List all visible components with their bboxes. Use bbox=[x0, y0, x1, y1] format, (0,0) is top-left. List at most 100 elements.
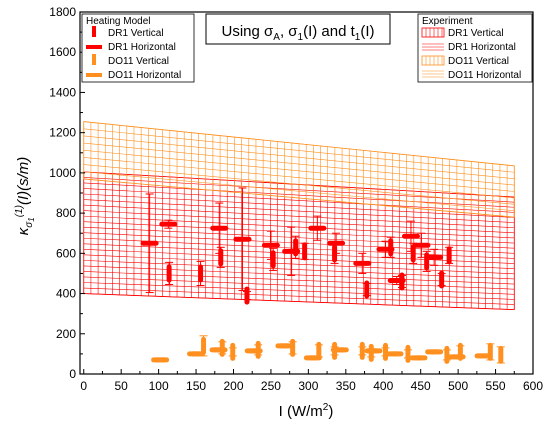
data-marker bbox=[410, 244, 416, 263]
y-axis: 0 200 400 600 800 1000 1200 1400 1600 1800 bbox=[49, 5, 85, 381]
legend-experiment-entry-1: DR1 Horizontal bbox=[448, 42, 516, 53]
legend-experiment-entry-3: DO11 Horizontal bbox=[448, 70, 521, 81]
x-tick-label: 100 bbox=[149, 379, 169, 393]
y-tick-label: 1400 bbox=[49, 85, 76, 99]
data-marker bbox=[387, 277, 406, 283]
data-marker bbox=[209, 347, 228, 353]
x-tick-label: 550 bbox=[486, 379, 506, 393]
data-marker bbox=[201, 336, 207, 355]
data-marker bbox=[282, 248, 301, 254]
experiment-band-line bbox=[83, 293, 515, 310]
experiment-band-line bbox=[83, 249, 515, 269]
data-marker bbox=[382, 342, 388, 361]
experiment-band-line bbox=[83, 221, 515, 244]
x-tick-label: 50 bbox=[115, 379, 129, 393]
y-tick-label: 800 bbox=[56, 206, 76, 220]
data-marker bbox=[439, 270, 445, 289]
data-marker bbox=[353, 260, 372, 266]
experiment-band-line bbox=[83, 193, 515, 218]
data-marker bbox=[159, 221, 178, 227]
data-marker bbox=[198, 264, 204, 283]
legend-swatch-exp-do11-horizontal bbox=[422, 70, 444, 78]
x-axis-label: I (W/m2) bbox=[279, 402, 334, 420]
data-marker bbox=[364, 280, 370, 299]
y-tick-label: 0 bbox=[69, 367, 76, 381]
data-marker bbox=[140, 240, 159, 246]
y-tick-label: 1800 bbox=[49, 5, 76, 19]
experiment-bands bbox=[83, 121, 515, 311]
experiment-band-line bbox=[83, 215, 515, 239]
experiment-band-line bbox=[83, 157, 515, 199]
data-marker bbox=[412, 242, 431, 248]
y-tick-label: 1600 bbox=[49, 45, 76, 59]
experiment-band-line bbox=[83, 204, 515, 229]
experiment-band-line bbox=[83, 199, 515, 223]
data-marker bbox=[303, 355, 322, 361]
experiment-band-line bbox=[83, 178, 515, 218]
data-marker bbox=[376, 246, 395, 252]
experiment-band-line bbox=[83, 243, 515, 264]
legend-swatch-exp-dr1-horizontal bbox=[422, 43, 444, 51]
model-markers bbox=[140, 187, 505, 364]
data-marker bbox=[474, 353, 493, 359]
data-marker bbox=[275, 343, 294, 349]
x-tick-label: 350 bbox=[336, 379, 356, 393]
data-marker bbox=[302, 242, 308, 261]
data-marker bbox=[316, 341, 322, 360]
data-marker bbox=[425, 254, 444, 260]
data-marker bbox=[446, 246, 452, 265]
y-tick-label: 200 bbox=[56, 327, 76, 341]
x-tick-label: 500 bbox=[448, 379, 468, 393]
legend-model-title: Heating Model bbox=[86, 16, 150, 27]
data-marker bbox=[409, 355, 428, 361]
legend-swatch-exp-dr1-vertical bbox=[421, 27, 445, 38]
legend-experiment-entry-2: DO11 Vertical bbox=[448, 56, 509, 67]
x-tick-label: 250 bbox=[261, 379, 281, 393]
legend-experiment-title: Experiment bbox=[422, 16, 473, 27]
x-tick-label: 0 bbox=[80, 379, 87, 393]
legend-swatch-exp-do11-vertical bbox=[421, 55, 445, 66]
legend-experiment-entry-0: DR1 Vertical bbox=[448, 28, 504, 39]
y-tick-label: 600 bbox=[56, 246, 76, 260]
chart-title: Using σA, σ1(I) and t1(I) bbox=[221, 23, 374, 43]
data-marker bbox=[498, 345, 504, 364]
y-tick-label: 1000 bbox=[49, 166, 76, 180]
experiment-band-line bbox=[83, 171, 515, 212]
x-tick-label: 450 bbox=[411, 379, 431, 393]
legend-model-entry-2: DO11 Vertical bbox=[108, 56, 169, 67]
legend-experiment: Experiment DR1 Vertical DR1 Horizontal D… bbox=[417, 13, 533, 83]
x-tick-label: 600 bbox=[523, 379, 543, 393]
data-marker bbox=[327, 240, 346, 246]
experiment-band-line bbox=[83, 128, 515, 173]
data-marker bbox=[151, 357, 170, 363]
legend-model-entry-1: DR1 Horizontal bbox=[108, 42, 176, 53]
data-marker bbox=[385, 351, 404, 357]
legend-model-entry-3: DO11 Horizontal bbox=[108, 70, 181, 81]
data-marker bbox=[308, 225, 327, 231]
legend-model-entry-0: DR1 Vertical bbox=[108, 28, 164, 39]
experiment-band-line bbox=[83, 142, 515, 186]
x-axis: 0 50 100 150 200 250 300 350 400 450 500 550 600 bbox=[80, 369, 543, 393]
experiment-band-line bbox=[83, 149, 515, 192]
y-tick-label: 400 bbox=[56, 287, 76, 301]
x-tick-label: 300 bbox=[298, 379, 318, 393]
data-marker bbox=[210, 225, 229, 231]
experiment-band-line bbox=[83, 282, 515, 300]
data-marker bbox=[330, 347, 349, 353]
experiment-band-line bbox=[83, 226, 515, 249]
data-marker bbox=[166, 264, 172, 283]
data-marker bbox=[233, 236, 252, 242]
experiment-band-line bbox=[83, 232, 515, 254]
experiment-band-line bbox=[83, 121, 515, 167]
data-marker bbox=[405, 344, 411, 363]
data-marker bbox=[187, 351, 206, 357]
experiment-band-line bbox=[83, 135, 515, 179]
data-marker bbox=[444, 345, 450, 364]
data-marker bbox=[290, 338, 296, 357]
experiment-band-line bbox=[83, 164, 515, 205]
data-marker bbox=[447, 354, 466, 360]
x-tick-label: 150 bbox=[186, 379, 206, 393]
data-marker bbox=[364, 348, 383, 354]
data-marker bbox=[230, 342, 236, 361]
